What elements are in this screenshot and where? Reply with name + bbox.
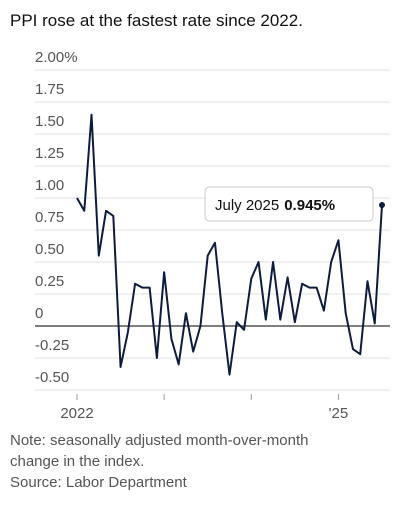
point — [379, 202, 385, 209]
x-tick-label: '25 — [329, 405, 349, 422]
source: Source: Labor Department — [10, 474, 188, 491]
x-tick-label: 2022 — [60, 405, 93, 422]
chart-title: PPI rose at the fastest rate since 2022. — [10, 11, 303, 30]
tooltip-text: July 2025 0.945% — [215, 197, 335, 214]
y-tick-label: 0.25 — [35, 273, 64, 290]
value-label: 0.945% — [284, 197, 335, 214]
y-tick-label: 1.25 — [35, 145, 64, 162]
y-tick-label: 0.50 — [35, 241, 64, 258]
note: change in the index. — [10, 453, 144, 470]
y-tick-label: 2.00% — [35, 49, 78, 66]
tooltip: July 2025 0.945% — [204, 186, 374, 222]
annotation-label: July 2025 — [215, 197, 279, 214]
line — [76, 113, 383, 376]
y-tick-label: 1.00 — [35, 177, 64, 194]
y-tick-label: 0 — [35, 305, 43, 322]
y-tick-label: 1.75 — [35, 81, 64, 98]
y-tick-label: -0.50 — [35, 369, 69, 386]
y-tick-label: 0.75 — [35, 209, 64, 226]
note: Note: seasonally adjusted month-over-mon… — [10, 432, 309, 449]
y-tick-label: 1.50 — [35, 113, 64, 130]
tooltip-box — [204, 186, 374, 222]
y-tick-label: -0.25 — [35, 337, 69, 354]
